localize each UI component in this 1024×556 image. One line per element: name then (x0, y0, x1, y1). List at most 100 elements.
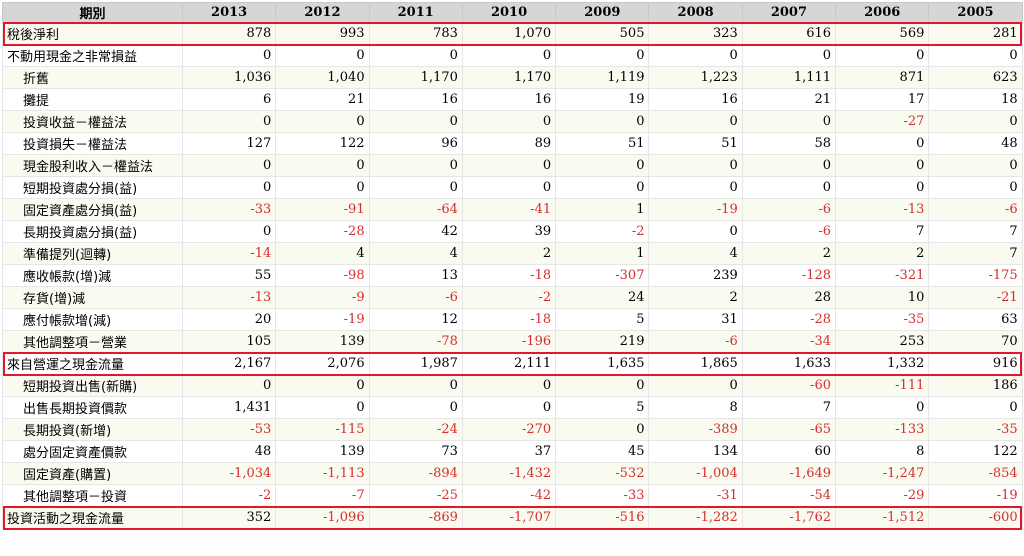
value-cell: -13 (835, 198, 930, 221)
row-label: 現金股利收入－權益法 (2, 154, 183, 177)
value-cell: 993 (275, 22, 370, 45)
value-cell: 12 (368, 308, 463, 331)
value-cell: 4 (368, 242, 463, 265)
value-cell: -35 (928, 418, 1023, 441)
value-cell: 1,635 (555, 352, 650, 375)
value-cell: 2 (648, 286, 743, 309)
value-cell: 0 (461, 176, 557, 199)
value-cell: -6 (648, 330, 743, 353)
table-row: 存貨(增)減 -13 -9 -6 -2 24 2 28 10 -21 (2, 286, 1023, 309)
value-cell: -894 (368, 462, 463, 485)
value-cell: 7 (835, 220, 930, 243)
row-label: 固定資產處分損(益) (2, 198, 183, 221)
value-cell: 37 (461, 440, 557, 463)
value-cell: -9 (275, 286, 370, 309)
value-cell: 1,431 (181, 396, 277, 419)
value-cell: -6 (741, 198, 837, 221)
value-cell: 0 (368, 154, 463, 177)
value-cell: 7 (928, 220, 1023, 243)
value-cell: -1,113 (275, 462, 370, 485)
table-row: 折舊 1,036 1,040 1,170 1,170 1,119 1,223 1,111 871… (2, 66, 1023, 89)
row-label: 投資收益－權益法 (2, 110, 183, 133)
value-cell: -18 (461, 308, 557, 331)
table-row: 固定資產(購置) -1,034 -1,113 -894 -1,432 -532 -1,004… (2, 462, 1023, 485)
value-cell: -18 (461, 264, 557, 287)
value-cell: -29 (835, 484, 930, 507)
value-cell: 0 (928, 110, 1023, 133)
value-cell: 7 (928, 242, 1023, 265)
value-cell: 0 (275, 44, 370, 67)
row-label: 稅後淨利 (2, 22, 183, 45)
value-cell: -14 (181, 242, 277, 265)
value-cell: 0 (648, 154, 743, 177)
value-cell: 60 (741, 440, 837, 463)
row-label: 其他調整項－營業 (2, 330, 183, 353)
value-cell: -270 (461, 418, 557, 441)
value-cell: -1,512 (835, 506, 930, 529)
table-row: 應付帳款增(減) 20 -19 12 -18 5 31 -28 -35 63 (2, 308, 1023, 331)
value-cell: 24 (555, 286, 650, 309)
value-cell: -33 (181, 198, 277, 221)
value-cell: 5 (555, 308, 650, 331)
value-cell: -27 (835, 110, 930, 133)
value-cell: 4 (275, 242, 370, 265)
value-cell: 0 (741, 110, 837, 133)
value-cell: 20 (181, 308, 277, 331)
value-cell: -41 (461, 198, 557, 221)
value-cell: 10 (835, 286, 930, 309)
value-cell: -128 (741, 264, 837, 287)
value-cell: 0 (648, 374, 743, 397)
value-cell: 0 (461, 44, 557, 67)
value-cell: -1,707 (461, 506, 557, 529)
table-row-total: 投資活動之現金流量 352 -1,096 -869 -1,707 -516 -1,282 -1… (2, 506, 1023, 529)
year-header: 2009 (555, 2, 650, 23)
value-cell: 0 (741, 154, 837, 177)
year-header: 2005 (928, 2, 1023, 23)
value-cell: 96 (368, 132, 463, 155)
value-cell: -532 (555, 462, 650, 485)
table-row: 攤提 6 21 16 16 19 16 21 17 18 (2, 88, 1023, 111)
value-cell: 8 (835, 440, 930, 463)
table-row: 其他調整項－投資 -2 -7 -25 -42 -33 -31 -54 -29 -19 (2, 484, 1023, 507)
value-cell: 0 (368, 110, 463, 133)
value-cell: 0 (181, 374, 277, 397)
value-cell: -64 (368, 198, 463, 221)
row-label: 長期投資(新增) (2, 418, 183, 441)
year-header: 2006 (835, 2, 930, 23)
value-cell: 63 (928, 308, 1023, 331)
value-cell: 8 (648, 396, 743, 419)
value-cell: 4 (648, 242, 743, 265)
value-cell: 0 (275, 396, 370, 419)
value-cell: 7 (741, 396, 837, 419)
row-label: 來自營運之現金流量 (2, 352, 183, 375)
row-label: 其他調整項－投資 (2, 484, 183, 507)
header-row: 期別 2013 2012 2011 2010 2009 2008 2007 20… (2, 2, 1023, 23)
value-cell: 0 (368, 396, 463, 419)
value-cell: 0 (928, 396, 1023, 419)
value-cell: -25 (368, 484, 463, 507)
value-cell: 0 (368, 44, 463, 67)
value-cell: 0 (181, 176, 277, 199)
value-cell: -1,762 (741, 506, 837, 529)
value-cell: 0 (181, 220, 277, 243)
cash-flow-table: 期別 2013 2012 2011 2010 2009 2008 2007 20… (2, 2, 1023, 529)
table-row: 其他調整項－營業 105 139 -78 -196 219 -6 -34 253 70 (2, 330, 1023, 353)
value-cell: -24 (368, 418, 463, 441)
value-cell: -42 (461, 484, 557, 507)
row-label: 攤提 (2, 88, 183, 111)
value-cell: 871 (835, 66, 930, 89)
value-cell: -2 (461, 286, 557, 309)
value-cell: 0 (555, 374, 650, 397)
value-cell: -19 (275, 308, 370, 331)
table-row: 出售長期投資價款 1,431 0 0 0 5 8 7 0 0 (2, 396, 1023, 419)
value-cell: 0 (181, 110, 277, 133)
value-cell: 878 (181, 22, 277, 45)
value-cell: -28 (741, 308, 837, 331)
value-cell: -21 (928, 286, 1023, 309)
value-cell: 2,111 (461, 352, 557, 375)
value-cell: -2 (181, 484, 277, 507)
value-cell: 239 (648, 264, 743, 287)
table-row-total: 稅後淨利 878 993 783 1,070 505 323 616 569 281 (2, 22, 1023, 45)
value-cell: -98 (275, 264, 370, 287)
row-label: 長期投資處分損(益) (2, 220, 183, 243)
